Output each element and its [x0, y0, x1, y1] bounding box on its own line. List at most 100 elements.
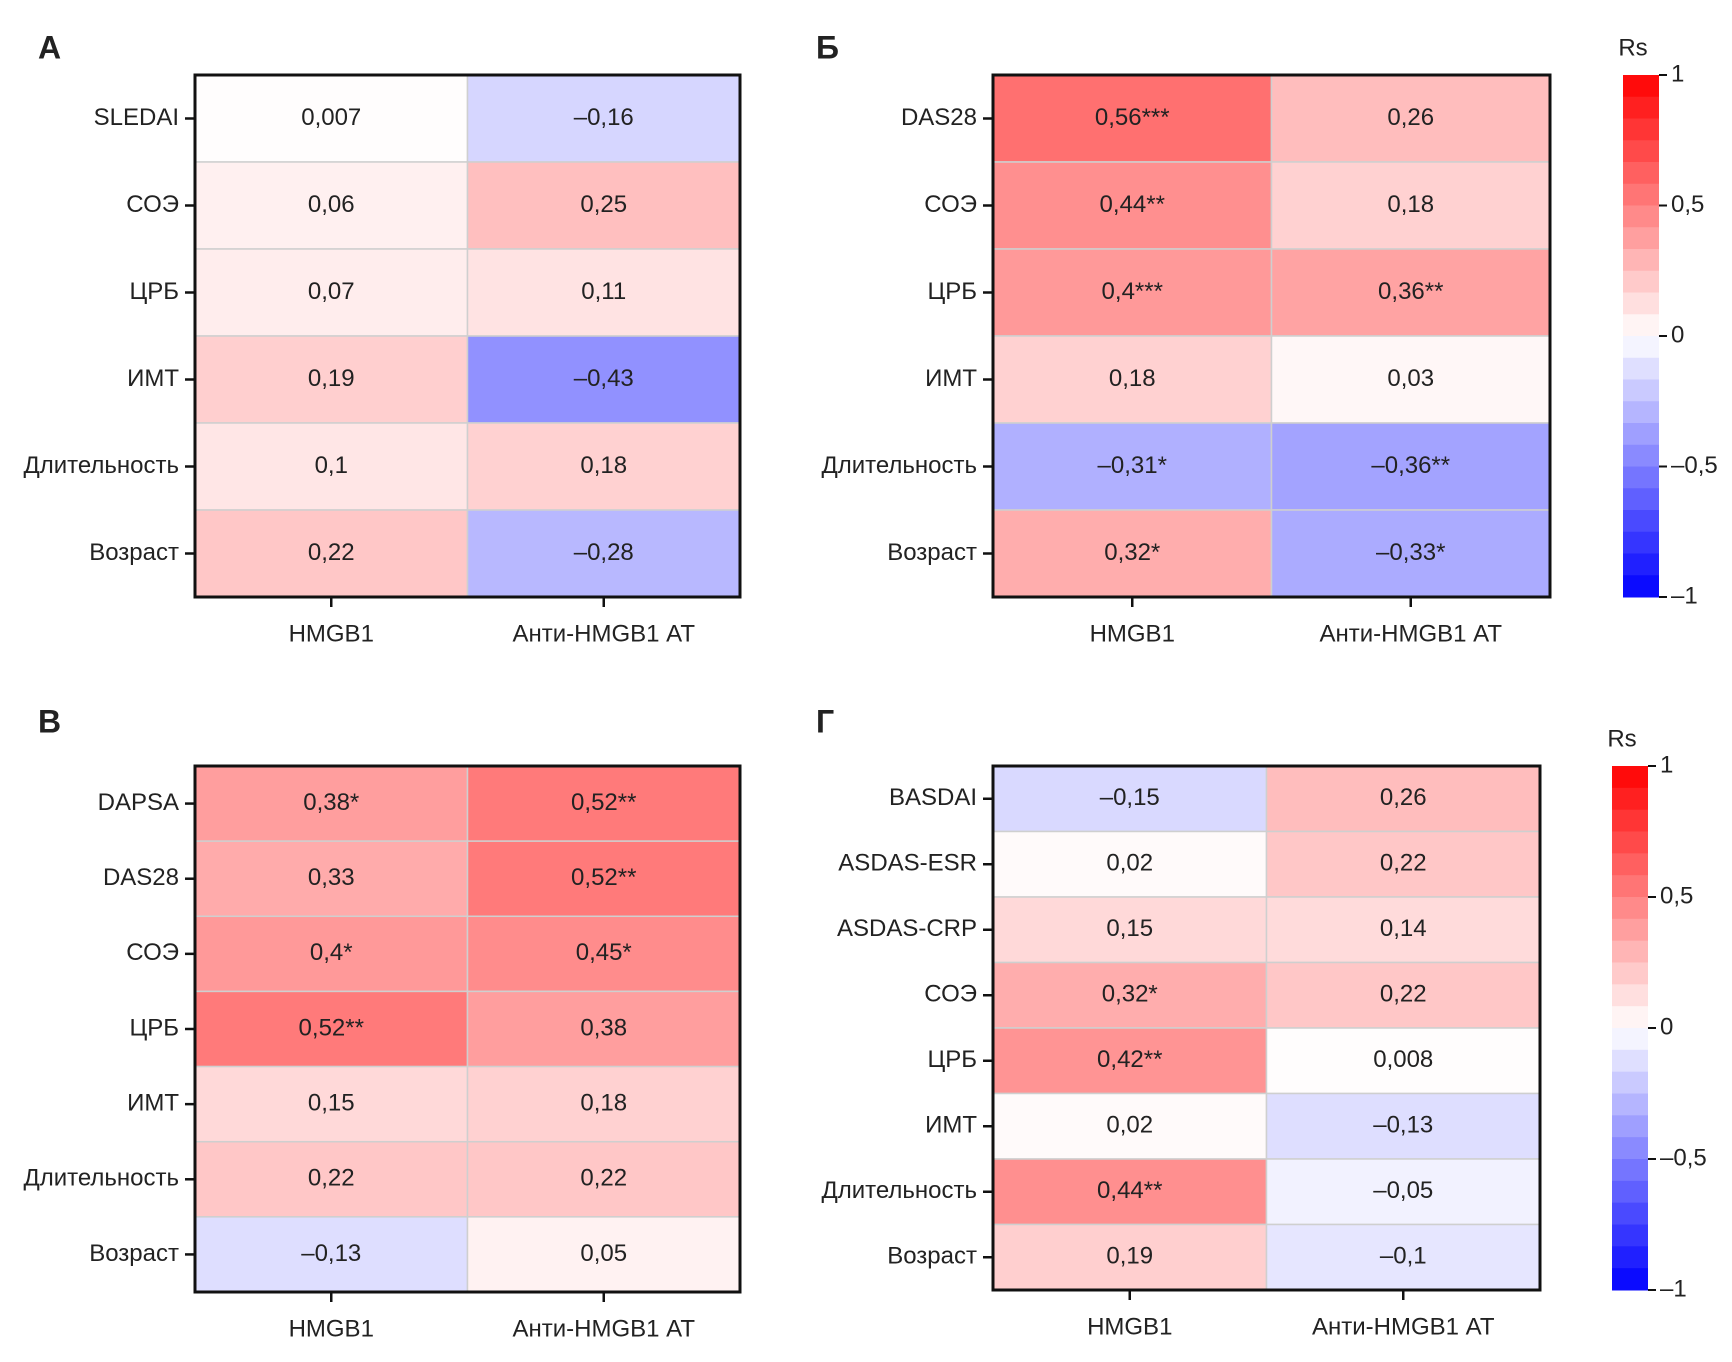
- panel-title: Г: [816, 703, 834, 739]
- row-label: DAPSA: [98, 789, 179, 816]
- colorbar-tick-label: –0,5: [1660, 1144, 1707, 1171]
- cell-label: –0,31*: [1098, 452, 1167, 479]
- row-label: Длительность: [23, 1165, 179, 1192]
- cell: [992, 1223, 1268, 1291]
- cell-label: 0,19: [1106, 1243, 1153, 1270]
- cell-label: 0,38: [580, 1014, 627, 1041]
- cell: [466, 74, 741, 163]
- colorbar-step: [1623, 401, 1659, 424]
- column-label: Анти-HMGB1 АТ: [1320, 620, 1503, 647]
- row-label: ЦРБ: [129, 278, 179, 305]
- colorbar-step: [1612, 1268, 1648, 1291]
- colorbar-tick-label: 1: [1671, 60, 1684, 87]
- cell: [466, 1140, 741, 1218]
- column-label: HMGB1: [289, 620, 374, 647]
- colorbar-step: [1612, 1246, 1648, 1269]
- colorbar-step: [1623, 249, 1659, 272]
- cell-label: –0,36**: [1371, 452, 1450, 479]
- colorbar-step: [1623, 575, 1659, 598]
- colorbar-step: [1612, 766, 1648, 789]
- cell: [466, 422, 741, 511]
- colorbar-step: [1623, 140, 1659, 163]
- colorbar-step: [1623, 205, 1659, 228]
- cell-label: 0,26: [1380, 784, 1427, 811]
- row-label: ИМТ: [127, 365, 179, 392]
- cell-label: 0,008: [1373, 1046, 1433, 1073]
- cell-label: –0,13: [1373, 1112, 1433, 1139]
- colorbar-step: [1623, 510, 1659, 533]
- panel-title: А: [38, 29, 61, 65]
- cell-label: 0,05: [580, 1240, 627, 1267]
- row-label: BASDAI: [889, 784, 977, 811]
- colorbar-step: [1612, 1093, 1648, 1116]
- row-label: СОЭ: [924, 191, 977, 218]
- cell: [194, 1065, 469, 1143]
- colorbar-step: [1623, 162, 1659, 185]
- cell-label: 0,15: [1106, 915, 1153, 942]
- cell-label: 0,32*: [1104, 539, 1160, 566]
- colorbar-step: [1623, 379, 1659, 402]
- cell-label: 0,22: [1380, 981, 1427, 1008]
- row-label: ИМТ: [925, 365, 977, 392]
- cell-label: 0,07: [308, 278, 355, 305]
- panel-title: В: [38, 703, 61, 739]
- cell-label: 0,38*: [303, 789, 359, 816]
- row-label: ЦРБ: [129, 1014, 179, 1041]
- colorbar-step: [1612, 831, 1648, 854]
- colorbar-tick-label: 1: [1660, 751, 1673, 778]
- cell-label: 0,22: [1380, 850, 1427, 877]
- cell: [992, 830, 1268, 898]
- colorbar-step: [1612, 1006, 1648, 1029]
- heatmap-frame: [991, 73, 1552, 599]
- cell-label: 0,22: [580, 1165, 627, 1192]
- cell: [992, 1027, 1268, 1095]
- heatmap-frame: [193, 73, 742, 599]
- cell: [1270, 335, 1551, 424]
- colorbar-step: [1612, 787, 1648, 811]
- cell-label: –0,43: [574, 365, 634, 392]
- cell: [466, 840, 741, 918]
- colorbar-step: [1612, 962, 1648, 985]
- cell: [466, 248, 741, 337]
- cell: [466, 335, 741, 424]
- cell: [1270, 509, 1551, 598]
- colorbar-tick-label: 0: [1671, 321, 1684, 348]
- row-label: Длительность: [821, 1177, 977, 1204]
- cell-label: 0,45*: [576, 939, 632, 966]
- cell-label: 0,11: [581, 278, 626, 305]
- row-label: ASDAS-CRP: [837, 915, 977, 942]
- cell-label: 0,007: [301, 104, 361, 131]
- colorbar-step: [1612, 1115, 1648, 1138]
- cell-label: 0,52**: [571, 864, 636, 891]
- cell: [194, 248, 469, 337]
- cell: [992, 161, 1273, 250]
- cell: [992, 961, 1268, 1029]
- row-label: ИМТ: [925, 1112, 977, 1139]
- colorbar-step: [1623, 336, 1659, 359]
- colorbar-step: [1623, 75, 1659, 98]
- colorbar-step: [1623, 314, 1659, 337]
- cell: [1265, 1158, 1541, 1226]
- cell-label: –0,33*: [1376, 539, 1445, 566]
- row-label: СОЭ: [126, 939, 179, 966]
- colorbar-tick-label: –1: [1671, 582, 1698, 609]
- cell: [1270, 248, 1551, 337]
- column-label: Анти-HMGB1 АТ: [513, 620, 696, 647]
- row-label: СОЭ: [924, 981, 977, 1008]
- colorbar-tick-label: –0,5: [1671, 452, 1718, 479]
- cell-label: 0,19: [308, 365, 355, 392]
- cell: [1270, 74, 1551, 163]
- cell-label: 0,26: [1387, 104, 1434, 131]
- column-label: HMGB1: [1090, 620, 1175, 647]
- cell: [992, 248, 1273, 337]
- cell: [1265, 1027, 1541, 1095]
- cell-label: 0,25: [580, 191, 627, 218]
- cell: [466, 915, 741, 993]
- colorbar-step: [1623, 96, 1659, 119]
- row-label: ASDAS-ESR: [838, 850, 977, 877]
- cell-label: 0,32*: [1102, 981, 1158, 1008]
- cell-label: –0,28: [574, 539, 634, 566]
- cell: [466, 765, 741, 842]
- cell: [992, 1092, 1268, 1160]
